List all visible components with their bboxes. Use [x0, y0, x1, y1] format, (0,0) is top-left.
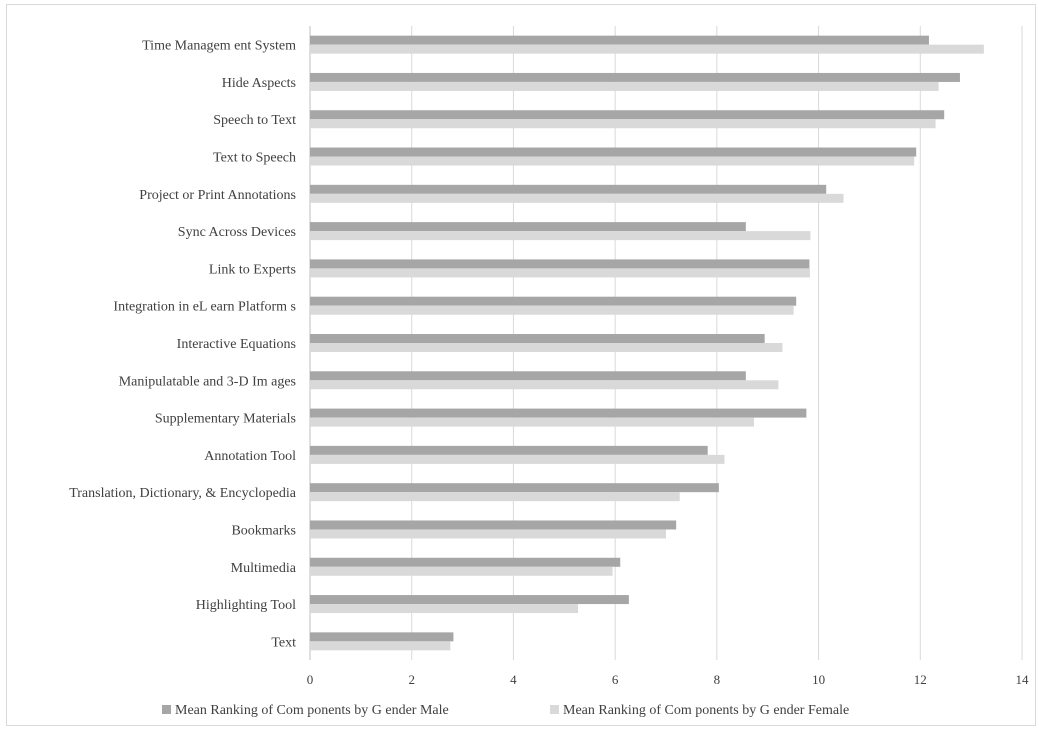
category-label: Text: [271, 635, 296, 650]
category-label: Highlighting Tool: [196, 598, 296, 613]
bar-female: [310, 492, 680, 502]
bar-female: [310, 529, 666, 539]
bar-female: [310, 343, 783, 352]
legend-swatch-female: [550, 705, 559, 714]
x-tick-label: 0: [307, 672, 314, 687]
bar-female: [310, 604, 579, 614]
category-label: Multimedia: [231, 561, 297, 576]
bar-female: [310, 81, 939, 91]
x-tick-label: 6: [612, 672, 619, 687]
bar-male: [310, 110, 945, 120]
bar-male: [310, 296, 797, 306]
bar-female: [310, 268, 810, 278]
bar-female: [310, 417, 754, 427]
category-label: Annotation Tool: [204, 449, 296, 464]
legend: Mean Ranking of Com ponents by G ender M…: [162, 703, 849, 718]
category-label: Interactive Equations: [177, 337, 296, 352]
bar-male: [310, 72, 960, 82]
bar-male: [310, 184, 827, 194]
bar-female: [310, 566, 613, 576]
bar-male: [310, 147, 917, 157]
x-tick-label: 14: [1016, 672, 1030, 687]
category-label: Integration in eL earn Platform s: [113, 300, 296, 315]
bar-male: [310, 371, 746, 381]
category-label: Time Managem ent System: [142, 39, 296, 54]
bar-male: [310, 445, 708, 455]
bar-male: [310, 35, 929, 45]
bar-male: [310, 557, 621, 567]
bar-female: [310, 231, 811, 241]
category-label: Link to Experts: [209, 262, 296, 277]
x-axis-tick-labels: 0 2 4 6 8 10 12 14: [307, 672, 1029, 687]
bar-female: [310, 305, 794, 315]
x-tick-label: 10: [812, 672, 825, 687]
bar-male: [310, 520, 677, 530]
x-tick-label: 12: [914, 672, 927, 687]
category-label: Sync Across Devices: [178, 225, 296, 240]
bar-female: [310, 193, 844, 203]
bar-female: [310, 156, 915, 166]
bar-male: [310, 334, 765, 343]
bar-male: [310, 222, 746, 232]
bar-male: [310, 483, 719, 493]
bar-male: [310, 632, 454, 642]
bar-female: [310, 454, 725, 464]
legend-label-male: Mean Ranking of Com ponents by G ender M…: [175, 703, 449, 718]
bar-female: [310, 44, 984, 54]
category-label: Project or Print Annotations: [139, 188, 296, 203]
category-labels: Time Managem ent System Hide Aspects Speec…: [69, 39, 297, 651]
category-label: Bookmarks: [231, 523, 296, 538]
bar-female: [310, 641, 451, 651]
bar-male: [310, 595, 629, 605]
category-label: Supplementary Materials: [155, 412, 296, 427]
category-label: Speech to Text: [213, 113, 296, 128]
category-label: Manipulatable and 3-D Im ages: [119, 374, 296, 389]
category-label: Text to Speech: [213, 151, 296, 166]
bar-male: [310, 408, 807, 418]
x-tick-label: 2: [408, 672, 415, 687]
bars: [310, 35, 984, 651]
bar-male: [310, 259, 810, 269]
bar-female: [310, 119, 936, 129]
x-tick-label: 4: [510, 672, 517, 687]
legend-swatch-male: [162, 705, 171, 714]
category-label: Hide Aspects: [222, 76, 296, 91]
legend-label-female: Mean Ranking of Com ponents by G ender F…: [563, 703, 849, 718]
x-tick-label: 8: [714, 672, 721, 687]
bar-female: [310, 380, 779, 390]
category-label: Translation, Dictionary, & Encyclopedia: [69, 486, 297, 501]
